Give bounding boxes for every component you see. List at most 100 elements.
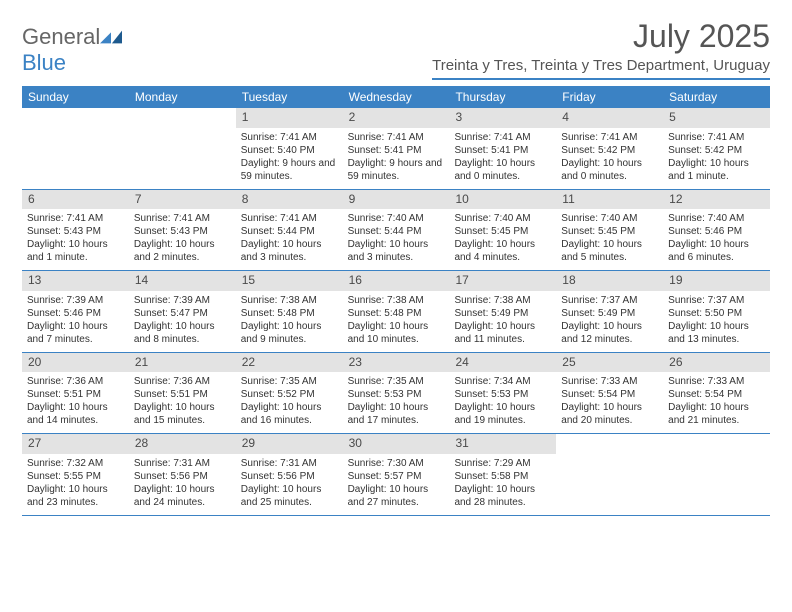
location: Treinta y Tres, Treinta y Tres Departmen… bbox=[432, 57, 770, 80]
day-number: 12 bbox=[663, 190, 770, 210]
week-row: 6Sunrise: 7:41 AMSunset: 5:43 PMDaylight… bbox=[22, 190, 770, 272]
sunrise-text: Sunrise: 7:32 AM bbox=[27, 457, 124, 470]
sunrise-text: Sunrise: 7:40 AM bbox=[668, 212, 765, 225]
daylight-text: Daylight: 10 hours and 23 minutes. bbox=[27, 483, 124, 509]
day-body: Sunrise: 7:32 AMSunset: 5:55 PMDaylight:… bbox=[22, 454, 129, 515]
daylight-text: Daylight: 10 hours and 16 minutes. bbox=[241, 401, 338, 427]
sunset-text: Sunset: 5:54 PM bbox=[668, 388, 765, 401]
daylight-text: Daylight: 10 hours and 3 minutes. bbox=[241, 238, 338, 264]
day-cell: 4Sunrise: 7:41 AMSunset: 5:42 PMDaylight… bbox=[556, 108, 663, 189]
day-cell: 26Sunrise: 7:33 AMSunset: 5:54 PMDayligh… bbox=[663, 353, 770, 434]
day-number: 11 bbox=[556, 190, 663, 210]
day-cell: 17Sunrise: 7:38 AMSunset: 5:49 PMDayligh… bbox=[449, 271, 556, 352]
day-cell: 1Sunrise: 7:41 AMSunset: 5:40 PMDaylight… bbox=[236, 108, 343, 189]
sunset-text: Sunset: 5:49 PM bbox=[561, 307, 658, 320]
daylight-text: Daylight: 10 hours and 1 minute. bbox=[27, 238, 124, 264]
empty-day-cell bbox=[556, 434, 663, 515]
sunrise-text: Sunrise: 7:41 AM bbox=[241, 212, 338, 225]
daylight-text: Daylight: 10 hours and 11 minutes. bbox=[454, 320, 551, 346]
daylight-text: Daylight: 10 hours and 19 minutes. bbox=[454, 401, 551, 427]
daylight-text: Daylight: 10 hours and 24 minutes. bbox=[134, 483, 231, 509]
day-cell: 13Sunrise: 7:39 AMSunset: 5:46 PMDayligh… bbox=[22, 271, 129, 352]
day-body: Sunrise: 7:35 AMSunset: 5:52 PMDaylight:… bbox=[236, 372, 343, 433]
day-number: 27 bbox=[22, 434, 129, 454]
day-number: 29 bbox=[236, 434, 343, 454]
day-cell: 27Sunrise: 7:32 AMSunset: 5:55 PMDayligh… bbox=[22, 434, 129, 515]
day-cell: 8Sunrise: 7:41 AMSunset: 5:44 PMDaylight… bbox=[236, 190, 343, 271]
day-cell: 7Sunrise: 7:41 AMSunset: 5:43 PMDaylight… bbox=[129, 190, 236, 271]
day-body: Sunrise: 7:37 AMSunset: 5:50 PMDaylight:… bbox=[663, 291, 770, 352]
daylight-text: Daylight: 10 hours and 20 minutes. bbox=[561, 401, 658, 427]
week-row: 27Sunrise: 7:32 AMSunset: 5:55 PMDayligh… bbox=[22, 434, 770, 516]
daylight-text: Daylight: 10 hours and 9 minutes. bbox=[241, 320, 338, 346]
sunset-text: Sunset: 5:50 PM bbox=[668, 307, 765, 320]
day-cell: 25Sunrise: 7:33 AMSunset: 5:54 PMDayligh… bbox=[556, 353, 663, 434]
logo-part1: General bbox=[22, 24, 100, 49]
sunrise-text: Sunrise: 7:39 AM bbox=[27, 294, 124, 307]
day-body: Sunrise: 7:33 AMSunset: 5:54 PMDaylight:… bbox=[556, 372, 663, 433]
day-body: Sunrise: 7:40 AMSunset: 5:45 PMDaylight:… bbox=[449, 209, 556, 270]
daylight-text: Daylight: 10 hours and 0 minutes. bbox=[561, 157, 658, 183]
day-cell: 15Sunrise: 7:38 AMSunset: 5:48 PMDayligh… bbox=[236, 271, 343, 352]
daylight-text: Daylight: 10 hours and 28 minutes. bbox=[454, 483, 551, 509]
day-number: 28 bbox=[129, 434, 236, 454]
day-body: Sunrise: 7:39 AMSunset: 5:46 PMDaylight:… bbox=[22, 291, 129, 352]
day-cell: 19Sunrise: 7:37 AMSunset: 5:50 PMDayligh… bbox=[663, 271, 770, 352]
daylight-text: Daylight: 10 hours and 7 minutes. bbox=[27, 320, 124, 346]
day-number: 16 bbox=[343, 271, 450, 291]
daylight-text: Daylight: 10 hours and 8 minutes. bbox=[134, 320, 231, 346]
sunset-text: Sunset: 5:51 PM bbox=[134, 388, 231, 401]
sunrise-text: Sunrise: 7:31 AM bbox=[134, 457, 231, 470]
sunrise-text: Sunrise: 7:33 AM bbox=[668, 375, 765, 388]
sunrise-text: Sunrise: 7:30 AM bbox=[348, 457, 445, 470]
sunset-text: Sunset: 5:45 PM bbox=[454, 225, 551, 238]
day-header-row: SundayMondayTuesdayWednesdayThursdayFrid… bbox=[22, 86, 770, 108]
sunrise-text: Sunrise: 7:41 AM bbox=[454, 131, 551, 144]
day-body: Sunrise: 7:41 AMSunset: 5:42 PMDaylight:… bbox=[663, 128, 770, 189]
day-cell: 31Sunrise: 7:29 AMSunset: 5:58 PMDayligh… bbox=[449, 434, 556, 515]
day-cell: 29Sunrise: 7:31 AMSunset: 5:56 PMDayligh… bbox=[236, 434, 343, 515]
daylight-text: Daylight: 10 hours and 15 minutes. bbox=[134, 401, 231, 427]
sunrise-text: Sunrise: 7:36 AM bbox=[27, 375, 124, 388]
daylight-text: Daylight: 10 hours and 14 minutes. bbox=[27, 401, 124, 427]
title-block: July 2025 Treinta y Tres, Treinta y Tres… bbox=[432, 18, 770, 80]
day-body: Sunrise: 7:40 AMSunset: 5:45 PMDaylight:… bbox=[556, 209, 663, 270]
day-number: 7 bbox=[129, 190, 236, 210]
day-number: 19 bbox=[663, 271, 770, 291]
daylight-text: Daylight: 9 hours and 59 minutes. bbox=[348, 157, 445, 183]
daylight-text: Daylight: 10 hours and 2 minutes. bbox=[134, 238, 231, 264]
weeks-container: 1Sunrise: 7:41 AMSunset: 5:40 PMDaylight… bbox=[22, 108, 770, 516]
day-cell: 28Sunrise: 7:31 AMSunset: 5:56 PMDayligh… bbox=[129, 434, 236, 515]
sunrise-text: Sunrise: 7:40 AM bbox=[561, 212, 658, 225]
day-cell: 23Sunrise: 7:35 AMSunset: 5:53 PMDayligh… bbox=[343, 353, 450, 434]
day-cell: 14Sunrise: 7:39 AMSunset: 5:47 PMDayligh… bbox=[129, 271, 236, 352]
daylight-text: Daylight: 10 hours and 17 minutes. bbox=[348, 401, 445, 427]
day-number: 10 bbox=[449, 190, 556, 210]
daylight-text: Daylight: 10 hours and 21 minutes. bbox=[668, 401, 765, 427]
sunrise-text: Sunrise: 7:33 AM bbox=[561, 375, 658, 388]
sunset-text: Sunset: 5:57 PM bbox=[348, 470, 445, 483]
sunrise-text: Sunrise: 7:35 AM bbox=[348, 375, 445, 388]
sunset-text: Sunset: 5:41 PM bbox=[454, 144, 551, 157]
daylight-text: Daylight: 10 hours and 4 minutes. bbox=[454, 238, 551, 264]
sunset-text: Sunset: 5:44 PM bbox=[241, 225, 338, 238]
sunset-text: Sunset: 5:46 PM bbox=[668, 225, 765, 238]
day-number: 5 bbox=[663, 108, 770, 128]
day-cell: 2Sunrise: 7:41 AMSunset: 5:41 PMDaylight… bbox=[343, 108, 450, 189]
day-cell: 3Sunrise: 7:41 AMSunset: 5:41 PMDaylight… bbox=[449, 108, 556, 189]
sunset-text: Sunset: 5:52 PM bbox=[241, 388, 338, 401]
sunrise-text: Sunrise: 7:37 AM bbox=[668, 294, 765, 307]
day-body: Sunrise: 7:41 AMSunset: 5:42 PMDaylight:… bbox=[556, 128, 663, 189]
day-body: Sunrise: 7:40 AMSunset: 5:46 PMDaylight:… bbox=[663, 209, 770, 270]
logo-icon bbox=[100, 24, 122, 49]
daylight-text: Daylight: 10 hours and 10 minutes. bbox=[348, 320, 445, 346]
day-body: Sunrise: 7:38 AMSunset: 5:48 PMDaylight:… bbox=[236, 291, 343, 352]
day-header: Wednesday bbox=[343, 86, 450, 108]
day-body: Sunrise: 7:41 AMSunset: 5:41 PMDaylight:… bbox=[343, 128, 450, 189]
day-number: 25 bbox=[556, 353, 663, 373]
day-cell: 11Sunrise: 7:40 AMSunset: 5:45 PMDayligh… bbox=[556, 190, 663, 271]
day-cell: 9Sunrise: 7:40 AMSunset: 5:44 PMDaylight… bbox=[343, 190, 450, 271]
daylight-text: Daylight: 10 hours and 6 minutes. bbox=[668, 238, 765, 264]
daylight-text: Daylight: 10 hours and 1 minute. bbox=[668, 157, 765, 183]
day-number: 4 bbox=[556, 108, 663, 128]
